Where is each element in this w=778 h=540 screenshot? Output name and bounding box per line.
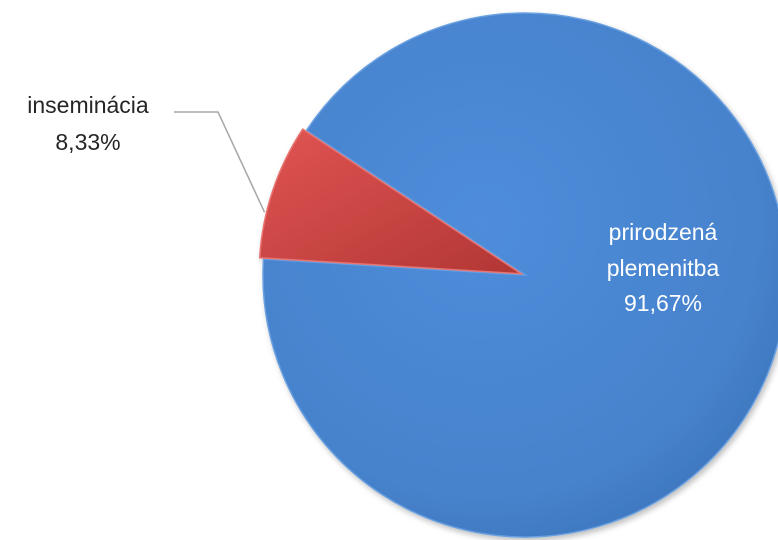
slice-inseminacia bbox=[258, 128, 524, 275]
pie-slices bbox=[258, 12, 778, 538]
slice-labels: prirodzená plemenitba 91,67% inseminácia 8,3… bbox=[27, 92, 719, 316]
slice-label-inseminacia: inseminácia bbox=[27, 92, 149, 118]
slice-prirodzena-plemenitba bbox=[262, 12, 778, 538]
leader-line-inseminacia bbox=[174, 111, 266, 213]
slice-label-plemenitba: plemenitba bbox=[607, 255, 720, 281]
slice-label-prirodzena: prirodzená bbox=[609, 219, 718, 245]
slice-value-label-inseminacia: 8,33% bbox=[55, 129, 120, 155]
slice-value-label-prirodzena-plemenitba: 91,67% bbox=[624, 290, 702, 316]
leader-lines bbox=[174, 111, 266, 213]
